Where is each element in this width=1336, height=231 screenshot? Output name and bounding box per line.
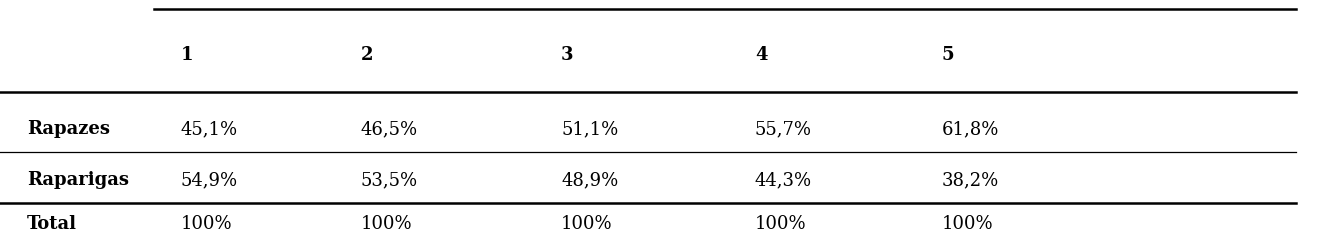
Text: 48,9%: 48,9% (561, 171, 619, 189)
Text: 44,3%: 44,3% (755, 171, 812, 189)
Text: 100%: 100% (755, 215, 807, 231)
Text: 61,8%: 61,8% (942, 120, 999, 138)
Text: 38,2%: 38,2% (942, 171, 999, 189)
Text: Rapazes: Rapazes (27, 120, 110, 138)
Text: Raparigas: Raparigas (27, 171, 128, 189)
Text: Total: Total (27, 215, 76, 231)
Text: 45,1%: 45,1% (180, 120, 238, 138)
Text: 53,5%: 53,5% (361, 171, 418, 189)
Text: 54,9%: 54,9% (180, 171, 238, 189)
Text: 5: 5 (942, 46, 954, 64)
Text: 3: 3 (561, 46, 573, 64)
Text: 100%: 100% (561, 215, 613, 231)
Text: 46,5%: 46,5% (361, 120, 418, 138)
Text: 100%: 100% (361, 215, 413, 231)
Text: 2: 2 (361, 46, 373, 64)
Text: 1: 1 (180, 46, 192, 64)
Text: 55,7%: 55,7% (755, 120, 812, 138)
Text: 51,1%: 51,1% (561, 120, 619, 138)
Text: 4: 4 (755, 46, 767, 64)
Text: 100%: 100% (942, 215, 994, 231)
Text: 100%: 100% (180, 215, 232, 231)
